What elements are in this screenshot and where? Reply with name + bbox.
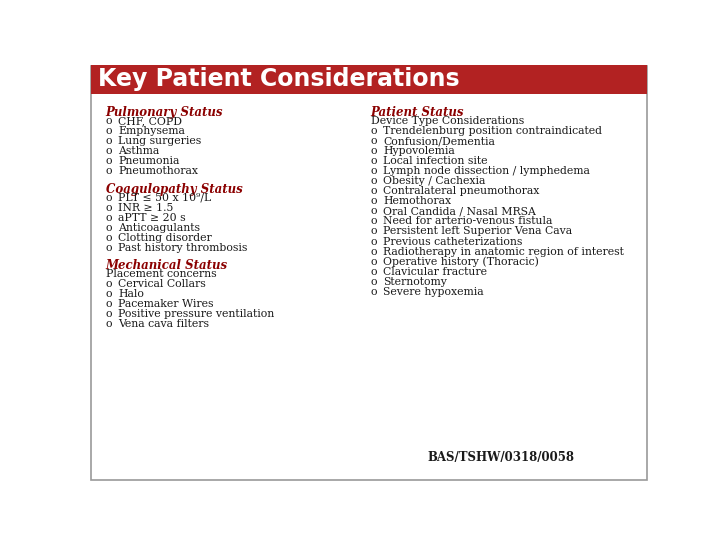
Text: o: o bbox=[106, 299, 112, 309]
Text: o: o bbox=[106, 117, 112, 126]
Text: o: o bbox=[371, 186, 377, 197]
Text: o: o bbox=[371, 247, 377, 256]
Text: Anticoagulants: Anticoagulants bbox=[118, 222, 200, 233]
Text: o: o bbox=[106, 233, 112, 242]
Text: Lymph node dissection / lymphedema: Lymph node dissection / lymphedema bbox=[383, 166, 590, 177]
Text: o: o bbox=[371, 237, 377, 246]
Text: o: o bbox=[106, 146, 112, 157]
Text: o: o bbox=[371, 226, 377, 237]
FancyBboxPatch shape bbox=[91, 65, 647, 94]
Text: o: o bbox=[106, 213, 112, 222]
Text: o: o bbox=[371, 137, 377, 146]
Text: Cervical Collars: Cervical Collars bbox=[118, 279, 206, 289]
Text: o: o bbox=[371, 256, 377, 267]
Text: aPTT ≥ 20 s: aPTT ≥ 20 s bbox=[118, 213, 186, 222]
Text: Trendelenburg position contraindicated: Trendelenburg position contraindicated bbox=[383, 126, 602, 137]
Text: Contralateral pneumothorax: Contralateral pneumothorax bbox=[383, 186, 539, 197]
Text: Obesity / Cachexia: Obesity / Cachexia bbox=[383, 177, 485, 186]
Text: Operative history (Thoracic): Operative history (Thoracic) bbox=[383, 256, 539, 267]
Text: PLT ≤ 50 x 10⁹/L: PLT ≤ 50 x 10⁹/L bbox=[118, 193, 211, 202]
Text: o: o bbox=[106, 157, 112, 166]
Text: o: o bbox=[106, 126, 112, 137]
Text: Halo: Halo bbox=[118, 289, 144, 299]
Text: Clavicular fracture: Clavicular fracture bbox=[383, 267, 487, 276]
Text: o: o bbox=[371, 157, 377, 166]
Text: Past history thrombosis: Past history thrombosis bbox=[118, 242, 247, 253]
Text: o: o bbox=[106, 202, 112, 213]
Text: o: o bbox=[106, 279, 112, 289]
Text: Asthma: Asthma bbox=[118, 146, 159, 157]
Text: Pulmonary Status: Pulmonary Status bbox=[106, 106, 223, 119]
Text: CHF, COPD: CHF, COPD bbox=[118, 117, 182, 126]
Text: o: o bbox=[371, 146, 377, 157]
Text: Confusion/Dementia: Confusion/Dementia bbox=[383, 137, 495, 146]
Text: Clotting disorder: Clotting disorder bbox=[118, 233, 212, 242]
Text: o: o bbox=[106, 242, 112, 253]
Text: Pacemaker Wires: Pacemaker Wires bbox=[118, 299, 213, 309]
Text: Pneumonia: Pneumonia bbox=[118, 157, 179, 166]
Text: o: o bbox=[371, 177, 377, 186]
Text: o: o bbox=[106, 137, 112, 146]
Text: o: o bbox=[106, 289, 112, 299]
Text: Oral Candida / Nasal MRSA: Oral Candida / Nasal MRSA bbox=[383, 206, 536, 217]
Text: Persistent left Superior Vena Cava: Persistent left Superior Vena Cava bbox=[383, 226, 572, 237]
Text: Need for arterio-venous fistula: Need for arterio-venous fistula bbox=[383, 217, 552, 226]
Text: BAS/TSHW/0318/0058: BAS/TSHW/0318/0058 bbox=[427, 451, 575, 464]
Text: Local infection site: Local infection site bbox=[383, 157, 487, 166]
Text: INR ≥ 1.5: INR ≥ 1.5 bbox=[118, 202, 174, 213]
Text: Pneumothorax: Pneumothorax bbox=[118, 166, 198, 177]
Text: o: o bbox=[106, 319, 112, 329]
Text: Severe hypoxemia: Severe hypoxemia bbox=[383, 287, 484, 296]
Text: o: o bbox=[106, 166, 112, 177]
Text: Coagulopathy Status: Coagulopathy Status bbox=[106, 183, 242, 195]
Text: Positive pressure ventilation: Positive pressure ventilation bbox=[118, 309, 274, 319]
FancyBboxPatch shape bbox=[91, 65, 647, 480]
Text: o: o bbox=[371, 126, 377, 137]
Text: Device Type Considerations: Device Type Considerations bbox=[371, 117, 523, 126]
Text: Emphysema: Emphysema bbox=[118, 126, 185, 137]
Text: o: o bbox=[106, 222, 112, 233]
Text: o: o bbox=[106, 193, 112, 202]
Text: o: o bbox=[371, 206, 377, 217]
Text: Mechanical Status: Mechanical Status bbox=[106, 259, 228, 272]
Text: o: o bbox=[371, 276, 377, 287]
Text: Hemothorax: Hemothorax bbox=[383, 197, 451, 206]
Text: o: o bbox=[371, 166, 377, 177]
Text: Vena cava filters: Vena cava filters bbox=[118, 319, 209, 329]
Text: Patient Status: Patient Status bbox=[371, 106, 464, 119]
Text: o: o bbox=[371, 197, 377, 206]
Text: Sternotomy: Sternotomy bbox=[383, 276, 447, 287]
Text: Key Patient Considerations: Key Patient Considerations bbox=[98, 68, 459, 91]
Text: o: o bbox=[371, 267, 377, 276]
Text: o: o bbox=[371, 287, 377, 296]
Text: Radiotherapy in anatomic region of interest: Radiotherapy in anatomic region of inter… bbox=[383, 247, 624, 256]
Text: Lung surgeries: Lung surgeries bbox=[118, 137, 201, 146]
Text: o: o bbox=[371, 217, 377, 226]
Text: Previous catheterizations: Previous catheterizations bbox=[383, 237, 522, 246]
Text: Hypovolemia: Hypovolemia bbox=[383, 146, 455, 157]
Text: o: o bbox=[106, 309, 112, 319]
Text: Placement concerns: Placement concerns bbox=[106, 269, 216, 279]
